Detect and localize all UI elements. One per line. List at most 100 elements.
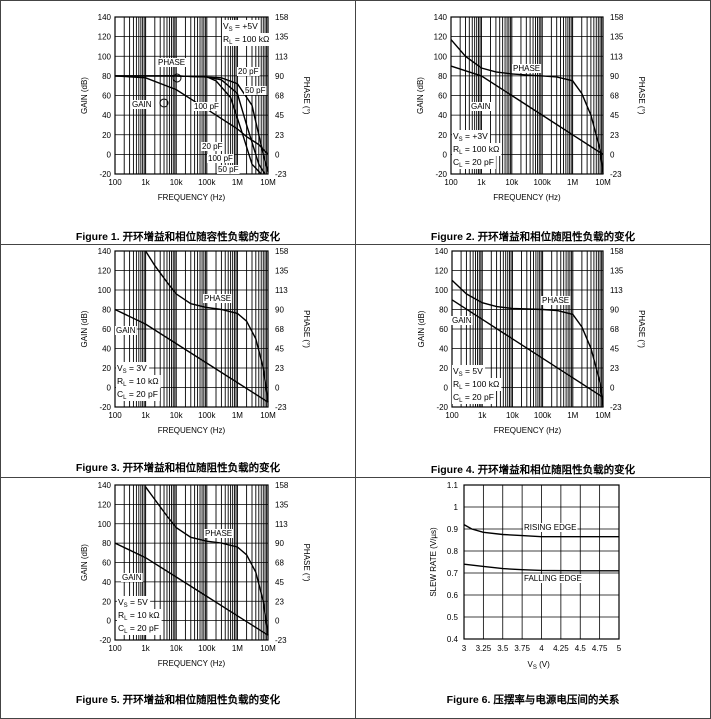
y-tick-label: 20 (439, 364, 448, 373)
y-tick-label: 0 (107, 384, 112, 393)
plot-frame (463, 484, 620, 640)
x-tick-label: 10k (505, 178, 519, 187)
y2-tick-label: 68 (275, 92, 284, 101)
y-tick-label: 80 (102, 306, 111, 315)
x-tick-label: 100k (198, 178, 216, 187)
gain-label: GAIN (122, 573, 142, 582)
y2-tick-label: 90 (275, 72, 284, 81)
y2-tick-label: 45 (275, 111, 284, 120)
y-tick-label: 100 (435, 286, 449, 295)
figure-4-caption: Figure 4. 开环增益和相位随阻性负载的变化 (430, 464, 636, 476)
condition-label: VS = 5V (118, 597, 148, 609)
y-tick-label: 140 (98, 481, 112, 490)
x-tick-label: 4.5 (575, 644, 587, 653)
phase-curve-4 (115, 75, 262, 175)
x-axis-title: FREQUENCY (Hz) (158, 193, 226, 202)
x-tick-label: 1k (141, 644, 150, 653)
x-axis-title: FREQUENCY (Hz) (493, 193, 561, 202)
y-tick-label: 40 (438, 111, 447, 120)
gain-marker-circle (159, 98, 169, 108)
x-tick-label: 100k (198, 411, 216, 420)
gain-curve-1 (451, 299, 604, 398)
y-tick-label: 140 (98, 13, 112, 22)
y2-tick-label: 68 (275, 559, 284, 568)
y2-tick-label: -23 (610, 170, 622, 179)
y-tick-label: 80 (439, 306, 448, 315)
capacitance-label: 50 pF (245, 86, 266, 95)
y-tick-label: 0 (443, 150, 448, 159)
condition-backing (116, 362, 150, 375)
phase-curve-2 (145, 250, 269, 403)
phase-curve-2 (450, 39, 604, 175)
y2-tick-label: 68 (610, 92, 619, 101)
condition-backing (452, 156, 496, 169)
slew-curve-2 (463, 563, 619, 572)
x-tick-label: 3 (462, 644, 467, 653)
condition-label: CL = 20 pF (453, 157, 494, 169)
y2-tick-label: -23 (275, 170, 287, 179)
y-axis-title: GAIN (dB) (80, 310, 89, 347)
label-backing (204, 529, 234, 538)
x-tick-label: 100k (198, 644, 216, 653)
y-tick-label: 100 (434, 52, 448, 61)
condition-backing (117, 596, 151, 609)
y2-axis-title: PHASE (°) (302, 310, 311, 348)
y2-tick-label: 158 (275, 13, 289, 22)
y2-tick-label: 135 (610, 33, 624, 42)
y2-tick-label: 0 (610, 150, 615, 159)
figure-1-chart: 100 1k 10k 100k 1M 10M 140 158 120 135 100 113 80 90 6… (80, 13, 311, 202)
x-tick-label: 4.25 (553, 644, 569, 653)
y-tick-label: -20 (436, 403, 448, 412)
condition-backing (222, 33, 272, 46)
gain-label: GAIN (452, 316, 472, 325)
x-tick-label: 4.75 (592, 644, 608, 653)
condition-label: RL = 10 kΩ (118, 610, 160, 622)
y2-tick-label: 23 (610, 364, 619, 373)
label-backing (217, 165, 240, 174)
y-tick-label: 0.8 (447, 547, 459, 556)
y-tick-label: 120 (435, 267, 449, 276)
y-tick-label: 1.1 (447, 481, 459, 490)
x-tick-label: 3.75 (514, 644, 530, 653)
label-backing (157, 58, 187, 67)
label-backing (131, 100, 153, 109)
y2-tick-label: 0 (275, 617, 280, 626)
x-tick-label: 10M (260, 644, 276, 653)
condition-label: RL = 10 kΩ (117, 376, 159, 388)
gain-label: GAIN (471, 102, 491, 111)
x-tick-label: 100 (108, 411, 122, 420)
y2-tick-label: 158 (610, 13, 624, 22)
y2-tick-label: 113 (275, 52, 288, 61)
y-axis-title: GAIN (dB) (80, 544, 89, 581)
plot-frame (114, 16, 269, 175)
y2-tick-label: 158 (275, 247, 289, 256)
phase-label: PHASE (205, 529, 232, 538)
x-tick-label: 1k (141, 178, 150, 187)
y2-tick-label: 45 (275, 578, 284, 587)
label-backing (201, 142, 224, 151)
y2-tick-label: 90 (275, 539, 284, 548)
figure-2-caption: Figure 2. 开环增益和相位随阻性负载的变化 (430, 231, 636, 243)
x-tick-label: 100k (534, 178, 552, 187)
capacitance-label: 100 pF (208, 154, 233, 163)
y-tick-label: 140 (98, 247, 112, 256)
x-tick-label: 1M (232, 178, 243, 187)
condition-label: RL = 100 kΩ (223, 34, 269, 46)
x-tick-label: 1M (567, 178, 578, 187)
y2-tick-label: 113 (275, 286, 288, 295)
x-tick-label: 1M (232, 411, 243, 420)
y2-tick-label: 23 (275, 597, 284, 606)
figure-6-chart: 3 3.25 3.5 3.75 4 4.25 4.5 4.75 5 1.1 1 0.9 0.8 0.7 0.… (429, 481, 622, 671)
y-tick-label: -20 (99, 403, 111, 412)
y-tick-label: 100 (98, 520, 112, 529)
slew-curve-1 (463, 523, 619, 538)
condition-backing (117, 622, 161, 635)
y-tick-label: 140 (435, 247, 449, 256)
condition-label: VS = +5V (223, 21, 258, 33)
y-tick-label: 0.5 (447, 613, 459, 622)
y-tick-label: 100 (98, 286, 112, 295)
x-axis-title: FREQUENCY (Hz) (494, 426, 562, 435)
label-backing (451, 316, 473, 325)
y2-tick-label: 0 (275, 150, 280, 159)
x-tick-label: 5 (617, 644, 622, 653)
